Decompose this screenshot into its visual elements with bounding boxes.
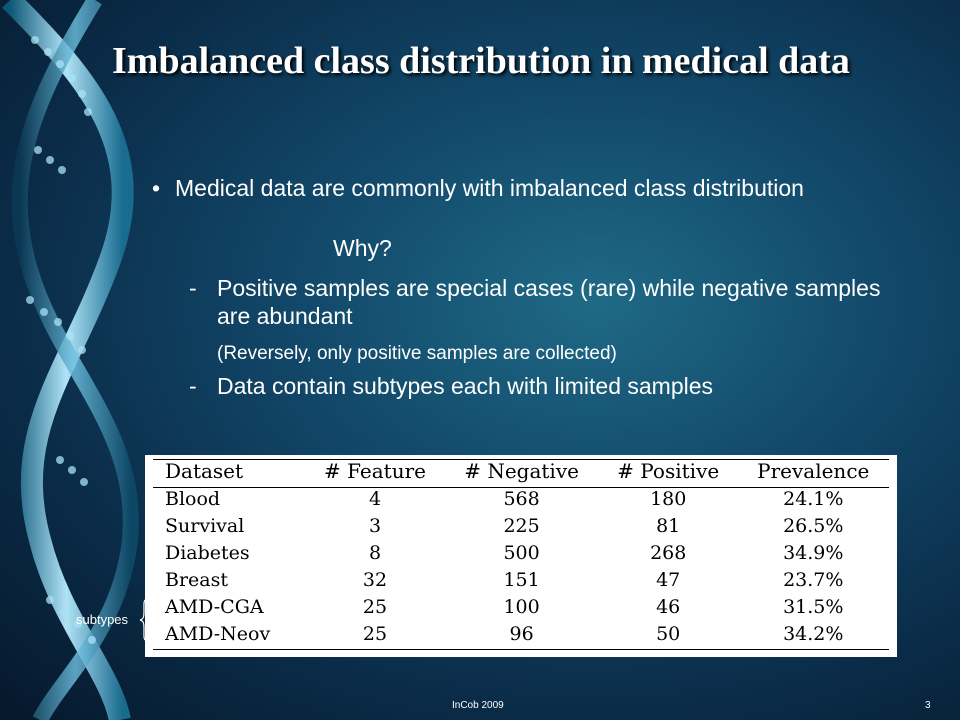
brace-icon xyxy=(139,598,149,642)
subbullet-marker: - xyxy=(189,275,197,301)
slide-number: 3 xyxy=(925,700,931,711)
table-row: AMD-Neov 25 96 50 34.2% xyxy=(153,621,889,648)
table-cell: 50 xyxy=(656,623,681,645)
footer-conference: InCob 2009 xyxy=(452,700,504,711)
subbullet-subtypes: Data contain subtypes each with limited … xyxy=(217,373,714,399)
table-cell: 4 xyxy=(368,488,382,510)
table-cell: 100 xyxy=(503,596,540,618)
bullet-text: Medical data are commonly with imbalance… xyxy=(175,175,804,201)
table-header-row: Dataset # Feature # Negative # Positive … xyxy=(153,457,889,486)
table-header-cell: Prevalence xyxy=(757,459,870,483)
table-top-rule xyxy=(153,459,889,460)
slide-title: Imbalanced class distribution in medical… xyxy=(112,40,850,82)
table-cell: 34.2% xyxy=(783,623,844,645)
why-text: Why? xyxy=(333,235,392,261)
table-row: Diabetes 8 500 268 34.9% xyxy=(153,540,889,567)
table-cell: Breast xyxy=(165,569,229,591)
table-cell: 3 xyxy=(368,515,382,537)
table-cell: AMD-Neov xyxy=(165,623,271,645)
table-row: Survival 3 225 81 26.5% xyxy=(153,513,889,540)
table-cell: 25 xyxy=(362,596,388,618)
subbullet-positive-rare: Positive samples are special cases (rare… xyxy=(217,275,881,329)
subtypes-label: subtypes xyxy=(76,612,129,627)
table-cell: Diabetes xyxy=(165,542,250,564)
table-header-cell: Dataset xyxy=(165,459,244,483)
bullet-marker: • xyxy=(152,175,161,201)
table-cell: 32 xyxy=(362,569,388,591)
dataset-table: Dataset # Feature # Negative # Positive … xyxy=(153,457,889,648)
table-header-cell: # Positive xyxy=(617,459,720,483)
table-cell: 25 xyxy=(362,623,388,645)
table-cell: 225 xyxy=(503,515,540,537)
subbullet-note: (Reversely, only positive samples are co… xyxy=(217,343,617,364)
table-row: Breast 32 151 47 23.7% xyxy=(153,567,889,594)
dataset-table-image: Dataset # Feature # Negative # Positive … xyxy=(145,455,897,657)
subbullet-marker: - xyxy=(189,373,197,399)
table-cell: 23.7% xyxy=(783,569,844,591)
table-cell: Blood xyxy=(165,488,221,510)
table-cell: 180 xyxy=(650,488,687,510)
table-cell: 31.5% xyxy=(783,596,844,618)
table-cell: 26.5% xyxy=(783,515,844,537)
table-header-rule xyxy=(153,487,889,488)
table-cell: 500 xyxy=(503,542,540,564)
table-cell: 268 xyxy=(650,542,687,564)
dna-helix-decoration xyxy=(2,0,139,720)
table-cell: 568 xyxy=(503,488,540,510)
table-header-cell: # Negative xyxy=(464,459,579,483)
table-cell: 47 xyxy=(656,569,681,591)
table-cell: 8 xyxy=(368,542,382,564)
table-cell: 34.9% xyxy=(783,542,844,564)
table-cell: 151 xyxy=(503,569,540,591)
table-cell: AMD-CGA xyxy=(165,596,264,618)
table-bottom-rule xyxy=(153,649,889,650)
table-cell: 96 xyxy=(509,623,534,645)
table-cell: 46 xyxy=(656,596,681,618)
table-cell: 24.1% xyxy=(783,488,844,510)
table-header-cell: # Feature xyxy=(324,459,426,483)
table-row: AMD-CGA 25 100 46 31.5% xyxy=(153,594,889,621)
table-row: Blood 4 568 180 24.1% xyxy=(153,486,889,513)
table-cell: 81 xyxy=(656,515,681,537)
table-cell: Survival xyxy=(165,515,245,537)
